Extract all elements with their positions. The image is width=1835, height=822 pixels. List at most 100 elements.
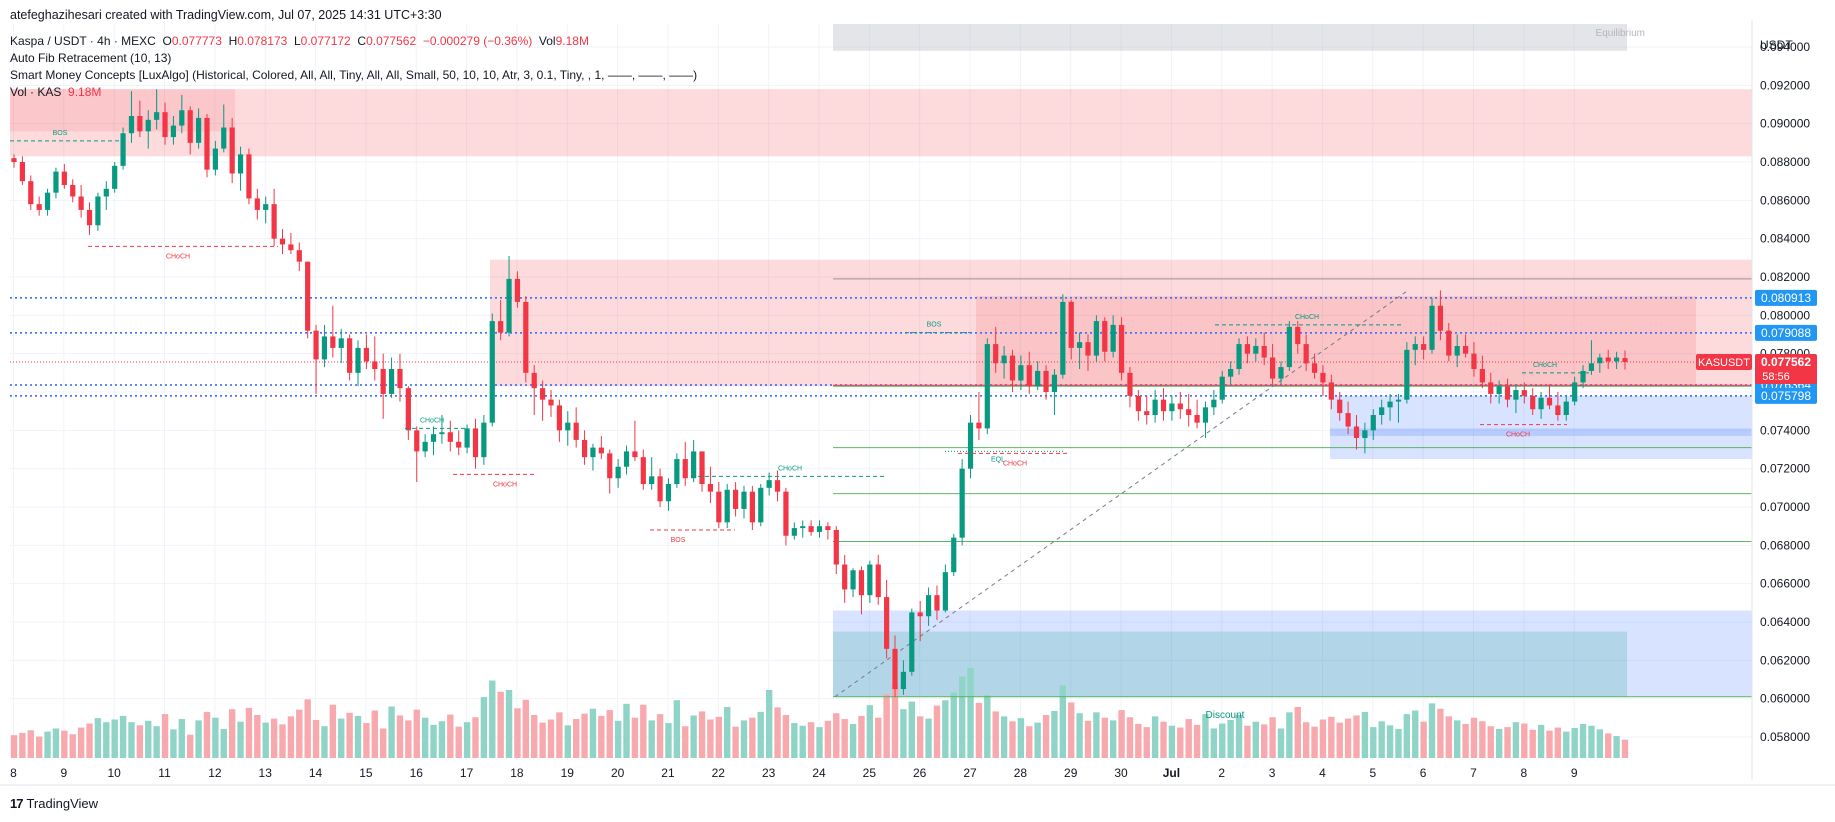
candle-body (976, 422, 982, 429)
volume-bar (1084, 720, 1092, 758)
candle (422, 434, 428, 458)
volume-bar (312, 719, 320, 758)
candle-body (942, 572, 948, 611)
volume-bar (1017, 718, 1025, 758)
candle (1454, 334, 1460, 368)
indicator-volume-legend[interactable]: Vol · KAS 9.18M (10, 85, 101, 99)
tradingview-logo[interactable]: 17 TradingView (10, 796, 98, 811)
volume-bar (522, 699, 530, 758)
candle-body (279, 238, 286, 245)
candle (1421, 336, 1427, 360)
volume-bar (245, 707, 253, 758)
candle-body (1471, 353, 1477, 369)
volume-bar (1286, 712, 1293, 758)
candle (1077, 332, 1083, 369)
candle-body (1320, 372, 1326, 383)
candle (1278, 361, 1284, 385)
volume-bar (640, 704, 647, 758)
candle-body (1429, 305, 1435, 350)
volume-bar (1000, 716, 1008, 758)
volume-bar (1378, 721, 1385, 758)
candle (1555, 392, 1561, 421)
candle (1429, 298, 1435, 354)
indicator-smc-legend[interactable]: Smart Money Concepts [LuxAlgo] (Historic… (10, 68, 698, 82)
candle (1295, 321, 1301, 354)
candle-body (1102, 321, 1108, 352)
time-tick-label: 29 (1064, 766, 1078, 780)
candle-body (506, 278, 512, 333)
candle-body (1051, 374, 1058, 392)
volume-bar (237, 721, 244, 758)
candle (187, 106, 193, 155)
volume-bar (648, 720, 655, 758)
candle-body (1479, 369, 1485, 383)
candle (640, 449, 646, 490)
volume-bar (270, 718, 278, 758)
candle (808, 520, 814, 536)
tradingview-logo-text: TradingView (26, 796, 99, 811)
candle (439, 415, 445, 444)
candle-body (967, 422, 974, 469)
candle (1362, 422, 1368, 454)
volume-bar (111, 719, 118, 758)
candle-body (1496, 386, 1502, 394)
candle-body (1295, 326, 1301, 345)
volume-bar (1395, 728, 1402, 758)
volume-bar (916, 716, 924, 758)
candle-body (1177, 403, 1183, 410)
candle-body (934, 595, 940, 611)
volume-bar (1042, 715, 1050, 758)
candle-body (1387, 401, 1393, 408)
candle (1001, 346, 1007, 379)
volume-bar (1386, 725, 1394, 758)
volume-bar (1118, 710, 1125, 758)
fib-trendline (834, 290, 1409, 698)
candle-body (1009, 355, 1016, 381)
price-tick-label: 0.086000 (1760, 193, 1810, 207)
candle (313, 324, 319, 394)
price-tick-label: 0.060000 (1760, 692, 1810, 706)
candle (489, 313, 495, 427)
currency-unit-button[interactable]: USDT (1760, 38, 1793, 52)
candle (1018, 355, 1024, 391)
candle-body (1160, 399, 1167, 412)
volume-bar (807, 722, 815, 758)
candle-body (388, 369, 395, 394)
candle (917, 600, 923, 642)
candle-body (447, 432, 453, 442)
volume-bar (1328, 716, 1335, 758)
price-tick-label: 0.090000 (1760, 117, 1810, 131)
candle (825, 522, 831, 540)
symbol-legend[interactable]: Kaspa / USDT · 4h · MEXC O0.077773 H0.07… (10, 34, 589, 48)
candle-body (397, 369, 403, 389)
symbol-name[interactable]: Kaspa / USDT · 4h · MEXC (10, 34, 156, 48)
candle (925, 587, 932, 626)
indicator-fib-legend[interactable]: Auto Fib Retracement (10, 13) (10, 51, 172, 65)
candle (548, 390, 554, 417)
candle-body (623, 451, 630, 467)
candle-body (1504, 386, 1511, 400)
candle-body (363, 347, 370, 362)
candle (909, 608, 915, 676)
time-tick-label: 8 (1520, 766, 1527, 780)
candle (758, 484, 764, 527)
volume-bar (1420, 721, 1427, 758)
candle-body (665, 484, 672, 502)
time-tick-label: 14 (309, 766, 323, 780)
volume-bar (1336, 722, 1343, 758)
volume-bar (228, 709, 236, 758)
volume-bar (1445, 716, 1452, 758)
volume-bar (421, 717, 429, 758)
candle (1572, 376, 1578, 406)
volume-bar (799, 725, 806, 758)
volume-bar (1588, 725, 1595, 758)
candle (464, 424, 470, 454)
candle-body (993, 344, 999, 364)
volume-bar (1252, 721, 1260, 758)
volume-bar (942, 700, 949, 758)
volume-bar (1428, 703, 1436, 758)
candle-body (1563, 401, 1569, 415)
candle-body (825, 526, 831, 530)
candle (246, 148, 252, 205)
